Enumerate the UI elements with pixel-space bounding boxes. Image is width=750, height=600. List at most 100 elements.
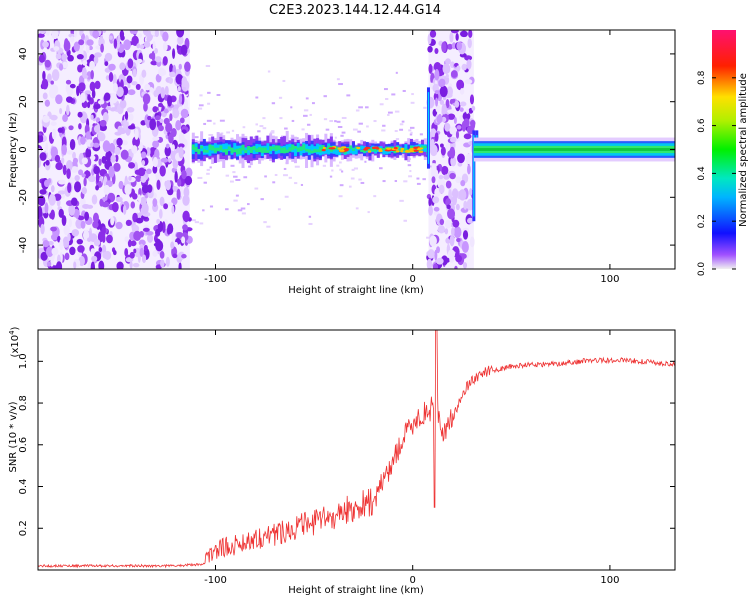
signal-band-cell: [271, 146, 275, 150]
scatter-speck: [207, 102, 211, 105]
noise-speck: [176, 232, 184, 239]
noise-speck: [461, 63, 468, 71]
noise-speck: [115, 196, 123, 203]
noise-speck: [467, 164, 471, 175]
signal-band-cell: [191, 144, 195, 150]
noise-speck: [51, 84, 59, 95]
noise-speck: [158, 102, 164, 108]
noise-speck: [178, 262, 182, 269]
signal-band-cell: [252, 146, 256, 151]
noise-speck: [436, 257, 444, 265]
signal-band-cell: [374, 149, 378, 152]
hot-spot: [413, 146, 418, 149]
noise-speck: [167, 157, 172, 163]
noise-speck: [135, 175, 142, 182]
signal-band-cell: [354, 146, 358, 149]
scatter-speck: [278, 96, 283, 99]
noise-speck: [171, 144, 175, 152]
scatter-speck: [399, 128, 404, 131]
hot-spot: [400, 149, 404, 153]
noise-speck: [133, 248, 137, 254]
noise-speck: [62, 114, 68, 123]
noise-speck: [76, 54, 84, 60]
scatter-speck: [194, 221, 199, 224]
noise-speck: [184, 175, 193, 186]
noise-speck: [177, 86, 181, 92]
noise-speck: [159, 118, 164, 123]
noise-speck: [99, 119, 107, 127]
scatter-speck: [209, 166, 212, 169]
noise-speck: [94, 80, 101, 90]
scatter-speck: [338, 83, 343, 86]
noise-speck: [38, 33, 45, 38]
noise-speck: [73, 41, 81, 52]
noise-speck: [65, 79, 72, 85]
noise-speck: [448, 189, 452, 201]
noise-speck: [464, 78, 473, 85]
y-tick-label: -20: [18, 189, 29, 205]
scatter-speck: [207, 91, 211, 94]
scatter-speck: [334, 136, 337, 139]
noise-speck: [130, 201, 136, 209]
scatter-speck: [233, 199, 238, 202]
noise-speck: [119, 99, 127, 109]
noise-speck: [57, 127, 63, 133]
noise-speck: [94, 52, 102, 58]
scatter-speck: [402, 89, 406, 92]
noise-speck: [155, 172, 161, 179]
scatter-speck: [419, 133, 423, 136]
noise-speck: [427, 45, 433, 53]
scatter-speck: [339, 184, 344, 187]
noise-speck: [73, 30, 77, 38]
noise-speck: [123, 39, 131, 51]
noise-speck: [143, 40, 151, 48]
noise-speck: [142, 93, 151, 105]
scatter-speck: [340, 134, 344, 137]
noise-speck: [153, 90, 159, 98]
scatter-speck: [301, 128, 305, 131]
noise-speck: [61, 53, 68, 61]
scatter-speck: [199, 94, 203, 97]
noise-speck: [78, 169, 84, 176]
noise-speck: [429, 144, 438, 157]
scatter-speck: [410, 101, 415, 104]
signal-band-cell: [382, 148, 386, 155]
noise-speck: [120, 149, 129, 160]
noise-speck: [441, 116, 447, 123]
noise-speck: [88, 45, 93, 51]
noise-speck: [102, 112, 109, 123]
noise-speck: [126, 75, 133, 84]
noise-speck: [432, 263, 439, 269]
spectrogram-xlabel: Height of straight line (km): [288, 285, 424, 296]
scatter-speck: [283, 174, 288, 177]
noise-speck: [137, 194, 142, 205]
noise-speck: [75, 209, 79, 220]
noise-speck: [87, 175, 96, 183]
noise-speck: [456, 79, 465, 91]
signal-band-cell: [249, 147, 253, 153]
noise-speck: [447, 208, 456, 220]
noise-speck: [41, 78, 49, 90]
colorbar-tick-label: 0.2: [697, 214, 707, 228]
signal-band-cell: [346, 148, 350, 155]
noise-speck: [181, 253, 187, 259]
noise-speck: [104, 52, 113, 62]
noise-speck: [184, 61, 191, 72]
scatter-speck: [329, 120, 333, 123]
noise-speck: [447, 249, 456, 260]
signal-band-cell: [423, 145, 427, 149]
noise-speck: [68, 33, 76, 38]
noise-speck: [180, 44, 188, 56]
noise-speck: [135, 217, 144, 224]
scatter-speck: [331, 169, 334, 172]
y-tick-label: 40: [18, 48, 29, 61]
x-tick-label: -100: [204, 274, 227, 285]
noise-speck: [147, 184, 153, 193]
scatter-speck: [385, 98, 389, 101]
noise-speck: [55, 261, 63, 269]
noise-speck: [456, 237, 461, 243]
scatter-speck: [260, 198, 264, 201]
scatter-speck: [305, 97, 309, 100]
scatter-speck: [338, 195, 343, 198]
noise-speck: [146, 168, 152, 175]
